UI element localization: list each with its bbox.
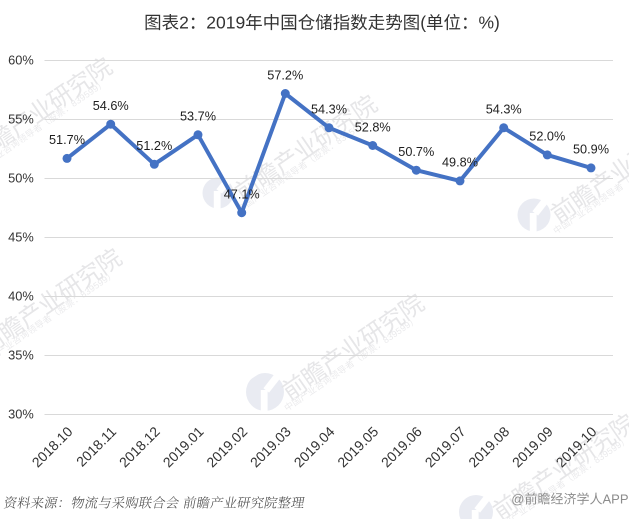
svg-text:50.9%: 50.9% <box>573 143 609 157</box>
svg-text:60%: 60% <box>8 52 34 67</box>
svg-text:50.7%: 50.7% <box>398 145 434 159</box>
svg-text:2019: 2019 <box>206 13 245 33</box>
svg-text:%): %) <box>479 13 500 33</box>
svg-text:30%: 30% <box>8 406 34 421</box>
svg-text:51.7%: 51.7% <box>49 133 85 147</box>
svg-text:52.0%: 52.0% <box>529 130 565 144</box>
svg-text:50%: 50% <box>8 170 34 185</box>
svg-text:45%: 45% <box>8 229 34 244</box>
svg-text:@: @ <box>511 492 524 507</box>
svg-text:51.2%: 51.2% <box>136 139 172 153</box>
svg-text:52.8%: 52.8% <box>355 120 391 134</box>
svg-text:35%: 35% <box>8 347 34 362</box>
svg-text:2: 2 <box>179 13 189 33</box>
svg-text:49.8%: 49.8% <box>442 156 478 170</box>
svg-text:40%: 40% <box>8 288 34 303</box>
svg-text:57.2%: 57.2% <box>267 68 303 82</box>
svg-text:53.7%: 53.7% <box>180 110 216 124</box>
svg-text:APP: APP <box>603 492 629 507</box>
svg-text:54.3%: 54.3% <box>486 103 522 117</box>
svg-text:55%: 55% <box>8 111 34 126</box>
svg-text:47.1%: 47.1% <box>224 188 260 202</box>
svg-text:54.6%: 54.6% <box>93 99 129 113</box>
svg-text:(: ( <box>420 13 426 33</box>
svg-text:54.3%: 54.3% <box>311 103 347 117</box>
